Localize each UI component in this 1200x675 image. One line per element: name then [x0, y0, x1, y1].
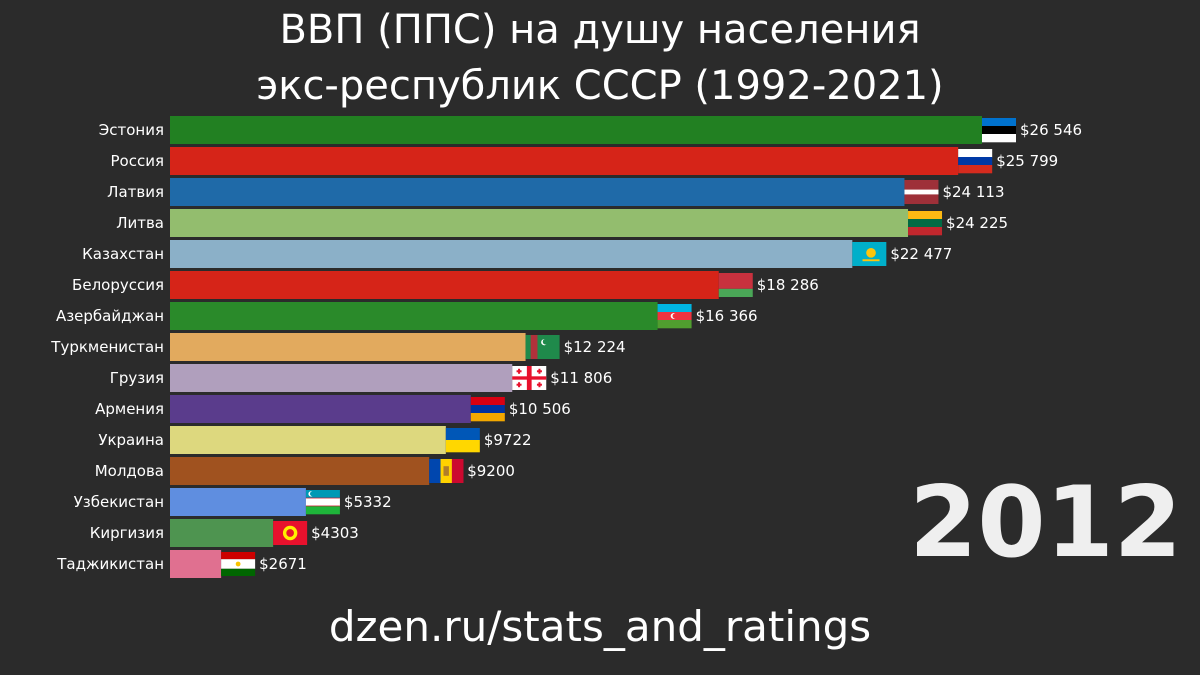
- lithuania-flag-icon: [908, 211, 943, 236]
- value-label: $2671: [259, 555, 307, 573]
- bar: [170, 488, 306, 516]
- category-label: Киргизия: [90, 524, 164, 542]
- category-label: Туркменистан: [50, 338, 164, 356]
- value-label: $18 286: [757, 276, 819, 294]
- value-label: $9200: [467, 462, 515, 480]
- value-label: $24 225: [946, 214, 1008, 232]
- kazakhstan-flag-icon: [852, 242, 887, 266]
- value-label: $9722: [484, 431, 532, 449]
- georgia-flag-icon: [512, 366, 547, 390]
- bar-row: Таджикистан $2671: [56, 550, 307, 578]
- category-label: Азербайджан: [56, 307, 164, 325]
- value-label: $26 546: [1020, 121, 1082, 139]
- russia-flag-icon: [958, 149, 993, 174]
- bar: [170, 116, 982, 144]
- bar: [170, 209, 909, 237]
- bar-row: Эстония $26 546: [99, 116, 1082, 144]
- bar-row: Казахстан $22 477: [82, 240, 952, 268]
- bar-row: Латвия $24 113: [107, 178, 1004, 206]
- bar: [170, 240, 853, 268]
- bar-row: Россия $25 799: [111, 147, 1058, 175]
- estonia-flag-icon: [982, 118, 1016, 143]
- value-label: $16 366: [696, 307, 758, 325]
- bar: [170, 519, 274, 547]
- bar: [170, 550, 222, 578]
- value-label: $22 477: [890, 245, 952, 263]
- moldova-flag-icon: [429, 459, 464, 483]
- category-label: Россия: [111, 152, 165, 170]
- value-label: $5332: [344, 493, 392, 511]
- value-label: $25 799: [996, 152, 1058, 170]
- bar-row: Азербайджан $16 366: [56, 302, 758, 330]
- category-label: Эстония: [99, 121, 164, 139]
- category-label: Узбекистан: [74, 493, 164, 511]
- bar-row: Украина $9722: [98, 426, 532, 454]
- year-label: 2012: [909, 466, 1182, 580]
- bar-row: Армения $10 506: [95, 395, 571, 423]
- bar-row: Узбекистан $5332: [74, 488, 392, 516]
- category-label: Таджикистан: [56, 555, 164, 573]
- bar: [170, 457, 430, 485]
- bar-row: Белоруссия $18 286: [72, 271, 819, 299]
- value-label: $4303: [311, 524, 359, 542]
- chart-title-line-2: экс-республик СССР (1992-2021): [256, 63, 944, 109]
- category-label: Латвия: [107, 183, 164, 201]
- category-label: Белоруссия: [72, 276, 164, 294]
- tajikistan-flag-icon: [221, 552, 256, 576]
- category-label: Армения: [95, 400, 164, 418]
- azerbaijan-flag-icon: [657, 304, 692, 329]
- bar: [170, 271, 719, 299]
- bar-row: Туркменистан $12 224: [50, 333, 626, 361]
- footer-url: dzen.ru/stats_and_ratings: [328, 602, 872, 651]
- bar-row: Киргизия $4303: [90, 519, 359, 547]
- value-label: $24 113: [942, 183, 1004, 201]
- kyrgyzstan-flag-icon: [273, 521, 308, 545]
- ukraine-flag-icon: [445, 428, 480, 453]
- bar: [170, 178, 905, 206]
- category-label: Молдова: [95, 462, 164, 480]
- value-label: $11 806: [550, 369, 612, 387]
- category-label: Грузия: [110, 369, 164, 387]
- armenia-flag-icon: [470, 397, 505, 422]
- bar-row: Молдова $9200: [95, 457, 515, 485]
- turkmenistan-flag-icon: [525, 335, 560, 359]
- category-label: Казахстан: [82, 245, 164, 263]
- bar: [170, 395, 471, 423]
- bar-row: Грузия $11 806: [110, 364, 612, 392]
- category-label: Литва: [116, 214, 164, 232]
- bar: [170, 333, 526, 361]
- bar: [170, 426, 446, 454]
- bar: [170, 302, 658, 330]
- value-label: $12 224: [564, 338, 626, 356]
- bar: [170, 364, 513, 392]
- belarus-flag-icon: [718, 273, 753, 297]
- uzbekistan-flag-icon: [305, 490, 340, 515]
- bar: [170, 147, 959, 175]
- bar-row: Литва $24 225: [116, 209, 1008, 237]
- latvia-flag-icon: [904, 180, 939, 204]
- value-label: $10 506: [509, 400, 571, 418]
- category-label: Украина: [98, 431, 164, 449]
- chart-title-line-1: ВВП (ППС) на душу населения: [279, 7, 921, 53]
